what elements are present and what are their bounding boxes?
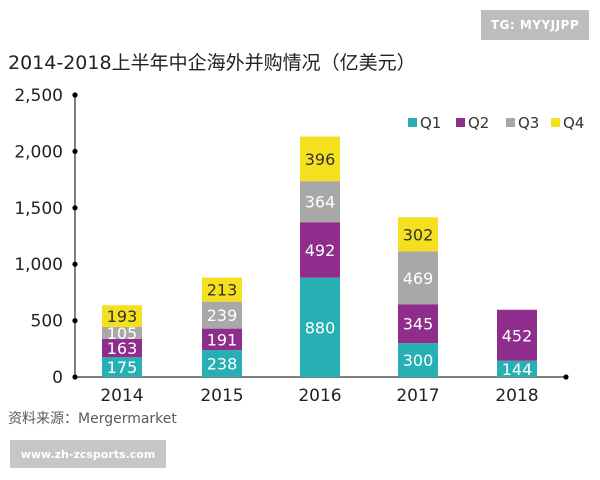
- y-tick-mark: [72, 261, 78, 267]
- y-tick-label: 500: [31, 312, 63, 332]
- bar-segment: [102, 305, 142, 328]
- legend-label: Q1: [420, 114, 441, 132]
- data-label: 193: [107, 307, 138, 326]
- legend-swatch: [456, 118, 465, 127]
- watermark-url: www.zh-zcsports.com: [10, 440, 166, 468]
- data-label: 175: [107, 358, 138, 377]
- data-label: 469: [403, 269, 434, 288]
- y-tick-label: 1,000: [14, 255, 63, 275]
- x-axis-end-mark: [563, 374, 569, 380]
- data-label: 239: [207, 306, 238, 325]
- bar-segment: [398, 217, 438, 252]
- data-label: 364: [305, 193, 336, 212]
- bar-segment: [398, 251, 438, 305]
- data-label: 213: [207, 281, 238, 300]
- bar-segment: [398, 343, 438, 377]
- y-tick-mark: [72, 318, 78, 324]
- data-label: 191: [207, 330, 238, 349]
- legend-label: Q2: [468, 114, 489, 132]
- y-tick-mark: [72, 148, 78, 154]
- data-label: 396: [305, 150, 336, 169]
- bar-segment: [202, 301, 242, 329]
- x-tick-label: 2016: [298, 386, 341, 406]
- watermark-tag: TG: MYYJJPP: [481, 10, 589, 40]
- data-label: 238: [207, 355, 238, 374]
- y-tick-mark: [72, 92, 78, 98]
- bar-segment: [102, 357, 142, 377]
- x-tick-label: 2015: [200, 386, 243, 406]
- bar-segment: [398, 304, 438, 344]
- data-label: 163: [107, 339, 138, 358]
- bar-segment: [202, 328, 242, 351]
- y-tick-mark: [72, 205, 78, 211]
- source-note: 资料来源：Mergermarket: [8, 411, 177, 427]
- bar-segment: [497, 309, 537, 361]
- bar-segment: [497, 360, 537, 377]
- x-tick-label: 2018: [495, 386, 538, 406]
- data-label: 302: [403, 225, 434, 244]
- bar-segment: [300, 136, 340, 182]
- data-label: 300: [403, 351, 434, 370]
- bar-segment: [300, 277, 340, 377]
- data-label: 105: [107, 324, 138, 343]
- y-tick-label: 2,000: [14, 142, 63, 162]
- x-tick-label: 2017: [396, 386, 439, 406]
- bar-segment: [102, 338, 142, 358]
- data-label: 345: [403, 315, 434, 334]
- data-label: 452: [502, 326, 533, 345]
- bar-segment: [300, 222, 340, 278]
- y-tick-label: 2,500: [14, 86, 63, 106]
- legend-swatch: [506, 118, 515, 127]
- data-label: 144: [502, 360, 533, 379]
- data-label: 880: [305, 318, 336, 337]
- legend-swatch: [408, 118, 417, 127]
- bar-segment: [102, 327, 142, 339]
- bar-segment: [202, 277, 242, 302]
- chart-title: 2014-2018上半年中企海外并购情况（亿美元）: [8, 52, 416, 74]
- bar-segment: [300, 181, 340, 223]
- bar-segment: [202, 350, 242, 377]
- y-tick-mark: [72, 374, 78, 380]
- data-label: 492: [305, 241, 336, 260]
- y-tick-label: 1,500: [14, 199, 63, 219]
- y-tick-label: 0: [52, 368, 63, 388]
- legend-label: Q3: [518, 114, 539, 132]
- legend-label: Q4: [563, 114, 584, 132]
- x-tick-label: 2014: [100, 386, 143, 406]
- legend-swatch: [551, 118, 560, 127]
